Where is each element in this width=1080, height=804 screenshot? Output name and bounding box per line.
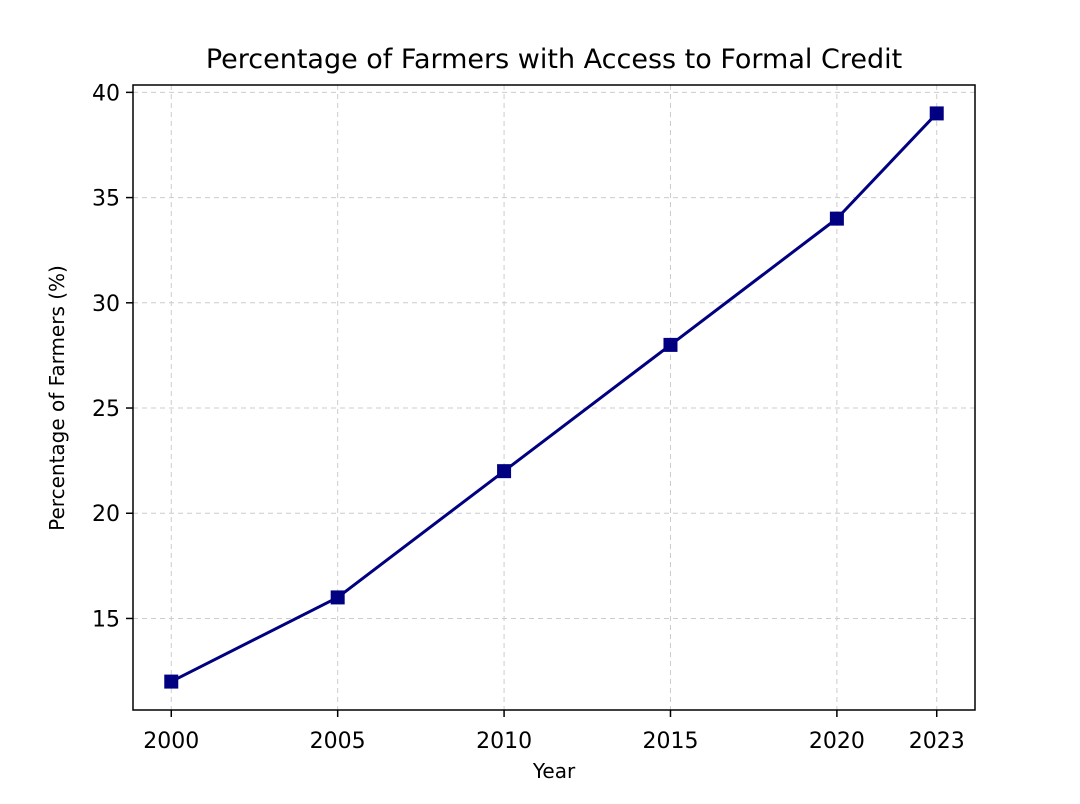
y-tick-label: 15: [92, 607, 120, 632]
y-tick-label: 35: [92, 187, 120, 212]
y-tick-label: 30: [92, 292, 120, 317]
plot-frame: [132, 84, 976, 711]
series-line: [170, 112, 938, 683]
data-point-marker: [929, 106, 944, 121]
x-axis: 2000 2005 2010 2015 2020 2023: [143, 710, 965, 754]
data-point-marker: [330, 590, 345, 605]
x-tick-label: 2020: [809, 729, 865, 754]
data-point-marker: [663, 337, 678, 352]
data-point-marker: [164, 674, 179, 689]
x-tick-label: 2015: [642, 729, 698, 754]
x-tick-label: 2023: [909, 729, 965, 754]
grid: [133, 85, 975, 710]
y-tick-label: 25: [92, 397, 120, 422]
chart-title: Percentage of Farmers with Access to For…: [206, 44, 902, 75]
x-axis-label: Year: [532, 759, 576, 783]
x-tick-label: 2005: [310, 729, 366, 754]
data-point-marker: [829, 211, 844, 226]
y-axis: 15 20 25 30 35 40: [92, 81, 133, 632]
y-tick-label: 20: [92, 502, 120, 527]
series-layer: [164, 106, 944, 689]
data-point-marker: [497, 464, 512, 479]
y-axis-label: Percentage of Farmers (%): [45, 265, 69, 531]
x-tick-label: 2000: [143, 729, 199, 754]
x-tick-label: 2010: [476, 729, 532, 754]
y-tick-label: 40: [92, 81, 120, 106]
